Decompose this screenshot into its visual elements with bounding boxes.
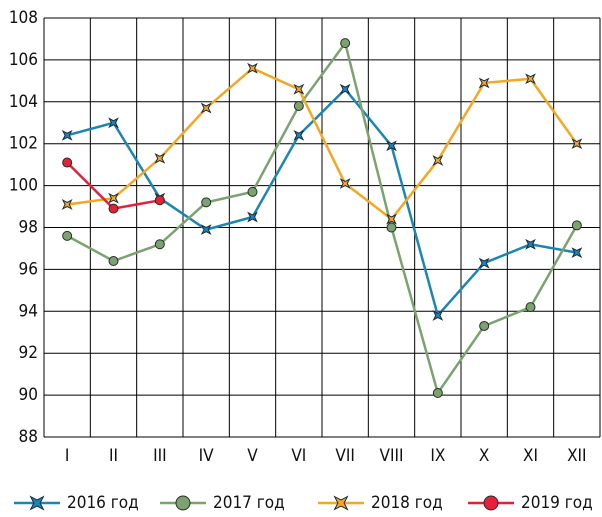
legend-marker: [483, 495, 499, 511]
legend-label: 2016 год: [67, 493, 139, 513]
point: [200, 224, 212, 235]
legend-marker: [29, 495, 45, 511]
x-tick-label: VII: [335, 446, 354, 466]
x-tick-label: VIII: [380, 446, 404, 466]
x-tick-label: III: [153, 446, 167, 466]
legend-label: 2019 год: [521, 493, 593, 513]
point: [432, 155, 444, 166]
y-tick-label: 106: [9, 50, 38, 70]
point: [108, 192, 119, 204]
point: [571, 220, 582, 231]
y-tick-label: 92: [19, 343, 38, 363]
point: [154, 195, 165, 206]
point: [525, 73, 536, 85]
x-tick-label: IX: [430, 446, 445, 466]
point: [479, 320, 490, 331]
y-tick-label: 104: [9, 92, 38, 112]
point: [432, 310, 444, 321]
point: [62, 157, 73, 168]
point: [154, 239, 165, 250]
point: [525, 302, 536, 313]
point: [61, 199, 73, 210]
y-tick-label: 96: [19, 259, 38, 279]
point: [432, 388, 443, 399]
point: [293, 83, 305, 95]
point: [478, 77, 490, 89]
x-tick-label: II: [109, 446, 118, 466]
point: [108, 203, 119, 214]
point: [571, 138, 583, 150]
y-tick-label: 98: [19, 218, 38, 238]
x-tick-label: V: [247, 446, 258, 466]
point: [478, 257, 490, 269]
point: [154, 152, 166, 164]
y-tick-label: 102: [9, 134, 38, 154]
point: [247, 211, 258, 223]
legend-marker: [175, 495, 191, 511]
x-tick-label: XII: [567, 446, 587, 466]
y-tick-label: 94: [19, 301, 38, 321]
series-line: [66, 87, 578, 319]
x-tick-label: I: [65, 446, 70, 466]
y-tick-label: 88: [19, 427, 38, 447]
point: [386, 140, 397, 152]
point: [247, 186, 258, 197]
legend-label: 2017 год: [213, 493, 285, 513]
point: [525, 238, 536, 250]
point: [200, 102, 212, 114]
y-tick-label: 108: [9, 8, 38, 28]
point: [386, 213, 397, 225]
point: [386, 222, 397, 233]
series-line: [67, 66, 578, 221]
x-tick-label: VI: [291, 446, 306, 466]
point: [340, 38, 351, 49]
point: [247, 62, 258, 74]
point: [62, 230, 73, 241]
x-tick-label: IV: [199, 446, 215, 466]
series-line: [66, 40, 578, 396]
y-tick-label: 100: [9, 176, 38, 196]
legend-marker: [333, 495, 349, 511]
point: [61, 129, 73, 141]
point: [201, 197, 212, 208]
y-tick-label: 90: [19, 385, 38, 405]
point: [339, 178, 351, 189]
point: [339, 83, 351, 95]
legend-label: 2018 год: [371, 493, 443, 513]
point: [108, 117, 119, 129]
x-tick-label: X: [479, 446, 489, 466]
x-tick-label: XI: [523, 446, 538, 466]
point: [108, 256, 119, 267]
point: [293, 129, 305, 141]
point: [571, 247, 583, 259]
point: [293, 100, 304, 111]
